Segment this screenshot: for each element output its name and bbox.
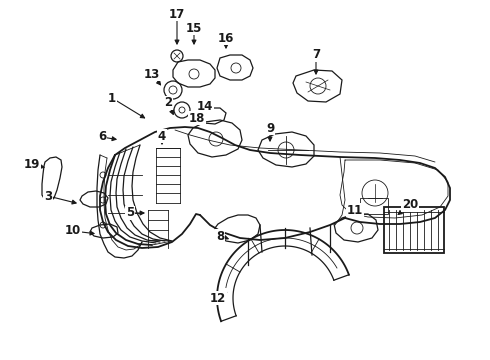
Text: 10: 10 <box>65 225 81 238</box>
Text: 15: 15 <box>186 22 202 35</box>
Text: 3: 3 <box>44 189 52 202</box>
Text: 12: 12 <box>210 292 226 305</box>
Text: 2: 2 <box>164 96 172 109</box>
Text: 4: 4 <box>158 130 166 143</box>
Bar <box>360 198 388 214</box>
Text: 7: 7 <box>312 49 320 62</box>
Text: 9: 9 <box>266 122 274 135</box>
Text: 6: 6 <box>98 130 106 144</box>
Text: 11: 11 <box>347 203 363 216</box>
Text: 16: 16 <box>218 31 234 45</box>
Text: 5: 5 <box>126 207 134 220</box>
Text: 8: 8 <box>216 230 224 243</box>
Text: 17: 17 <box>169 8 185 21</box>
Text: 13: 13 <box>144 68 160 81</box>
Text: 19: 19 <box>24 158 40 171</box>
Text: 20: 20 <box>402 198 418 211</box>
Text: 1: 1 <box>108 91 116 104</box>
Text: 14: 14 <box>197 99 213 112</box>
Text: 18: 18 <box>189 112 205 125</box>
